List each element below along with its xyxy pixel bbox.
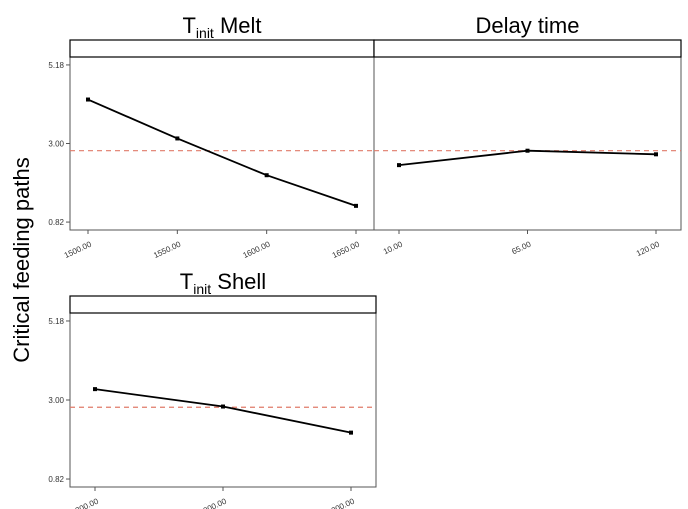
panel-frame <box>69 312 377 488</box>
data-point <box>349 430 353 435</box>
panel-3: Tinit Shell 5.18 3.00 0.82 800.00 900.00 1000.… <box>48 269 377 509</box>
series-line <box>94 388 352 434</box>
y-tick-label: 5.18 <box>48 317 64 326</box>
x-tick-label: 65.00 <box>510 239 532 256</box>
data-point <box>354 203 358 208</box>
x-tick-label: 900.00 <box>202 496 228 509</box>
panel-1: Tinit Melt 5.18 3.00 0.82 1500.00 1550.00 1600… <box>48 13 375 260</box>
x-tick-label: 120.00 <box>635 239 661 258</box>
y-tick-label: 3.00 <box>48 140 64 149</box>
panel-title: Tinit Melt <box>182 13 261 41</box>
x-tick-label: 1650.00 <box>331 239 362 260</box>
panel-strip <box>69 295 377 314</box>
panel-frame <box>69 56 375 231</box>
x-tick-label: 10.00 <box>382 239 404 256</box>
x-tick-label: 1550.00 <box>152 239 183 260</box>
data-point <box>93 387 97 392</box>
x-tick-label: 800.00 <box>74 496 100 509</box>
y-tick-label: 5.18 <box>48 61 64 70</box>
panel-strip <box>373 39 682 58</box>
data-point <box>397 163 401 168</box>
x-tick-label: 1000.00 <box>326 496 357 509</box>
panel-title: Delay time <box>476 13 580 38</box>
series-line <box>87 98 357 207</box>
x-tick-label: 1600.00 <box>241 239 272 260</box>
data-point <box>264 173 269 178</box>
panel-2: Delay time 10.00 65.00 120.00 <box>373 13 682 258</box>
data-point <box>86 97 90 102</box>
data-point <box>221 404 225 409</box>
series-line <box>398 149 657 167</box>
y-tick-label: 0.82 <box>48 218 64 227</box>
data-point <box>654 152 658 157</box>
panel-strip <box>69 39 375 58</box>
data-point <box>175 136 180 141</box>
data-point <box>525 148 530 153</box>
y-tick-label: 0.82 <box>48 475 64 484</box>
panel-frame <box>373 56 682 231</box>
y-tick-label: 3.00 <box>48 396 64 405</box>
panel-title: Tinit Shell <box>180 269 266 297</box>
x-tick-label: 1500.00 <box>63 239 94 260</box>
